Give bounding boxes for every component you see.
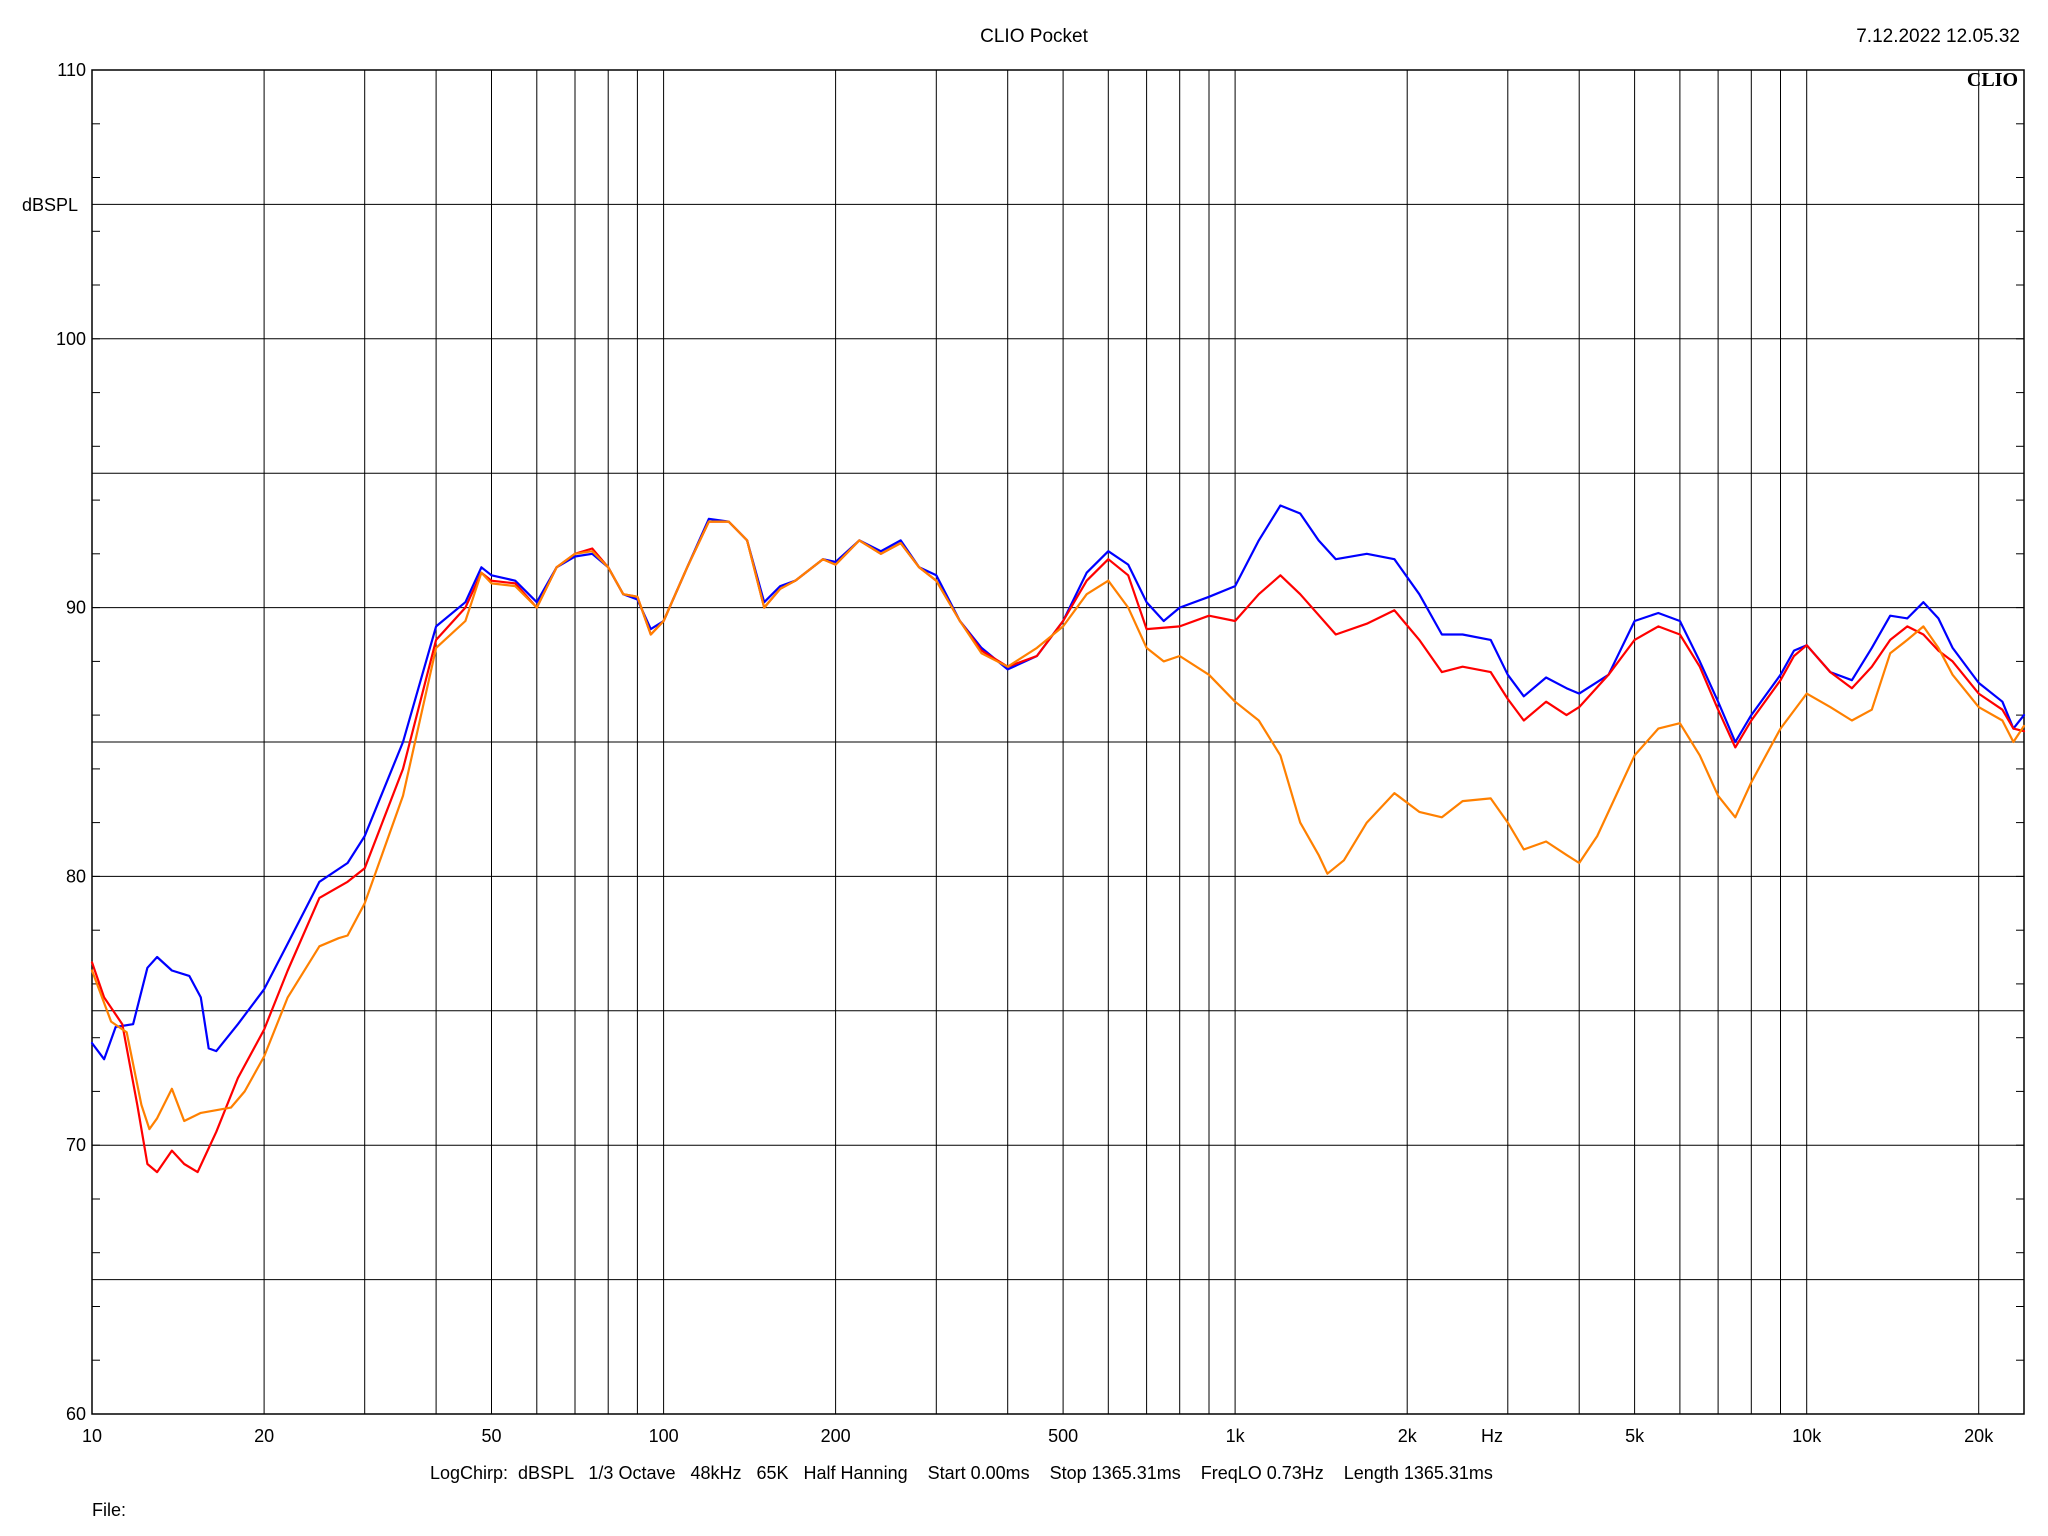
y-tick-label: 90 bbox=[66, 598, 86, 618]
x-tick-label: 10k bbox=[1792, 1426, 1822, 1446]
y-tick-label: 110 bbox=[57, 60, 86, 80]
x-tick-label: 20k bbox=[1964, 1426, 1994, 1446]
x-tick-label: 20 bbox=[254, 1426, 274, 1446]
x-tick-label: 1k bbox=[1226, 1426, 1246, 1446]
x-tick-label: 5k bbox=[1625, 1426, 1645, 1446]
y-tick-label: 80 bbox=[66, 866, 86, 886]
x-tick-label: 2k bbox=[1398, 1426, 1418, 1446]
chart-title: CLIO Pocket bbox=[980, 26, 1088, 47]
x-tick-labels: 10 20 50 100 200 500 1k 2k 5k 10k 20k bbox=[82, 1426, 1994, 1446]
y-tick-label: 60 bbox=[66, 1404, 86, 1424]
series-line-3 bbox=[90, 520, 2026, 1131]
series-line-1 bbox=[90, 504, 2026, 1061]
series-line-2 bbox=[90, 520, 2026, 1174]
x-tick-label: 50 bbox=[481, 1426, 501, 1446]
y-tick-label: 70 bbox=[66, 1135, 86, 1155]
clio-logo: CLIO bbox=[1967, 69, 2018, 91]
x-tick-label: 500 bbox=[1048, 1426, 1078, 1446]
x-tick-label: 200 bbox=[821, 1426, 851, 1446]
x-axis-unit: Hz bbox=[1481, 1426, 1503, 1446]
y-axis-unit: dBSPL bbox=[22, 195, 78, 215]
y-tick-label: 100 bbox=[56, 329, 86, 349]
x-tick-label: 100 bbox=[649, 1426, 679, 1446]
file-label: File: bbox=[92, 1500, 126, 1520]
x-tick-label: 10 bbox=[82, 1426, 102, 1446]
y-tick-labels: 60 70 80 90 100 110 bbox=[56, 60, 86, 1424]
measurement-settings: LogChirp: dBSPL 1/3 Octave 48kHz 65K Hal… bbox=[430, 1463, 1493, 1483]
minor-ticks bbox=[92, 69, 2024, 1415]
series-layer bbox=[90, 504, 2026, 1174]
plot-frame bbox=[91, 69, 2025, 1415]
timestamp: 7.12.2022 12.05.32 bbox=[1856, 26, 2020, 47]
